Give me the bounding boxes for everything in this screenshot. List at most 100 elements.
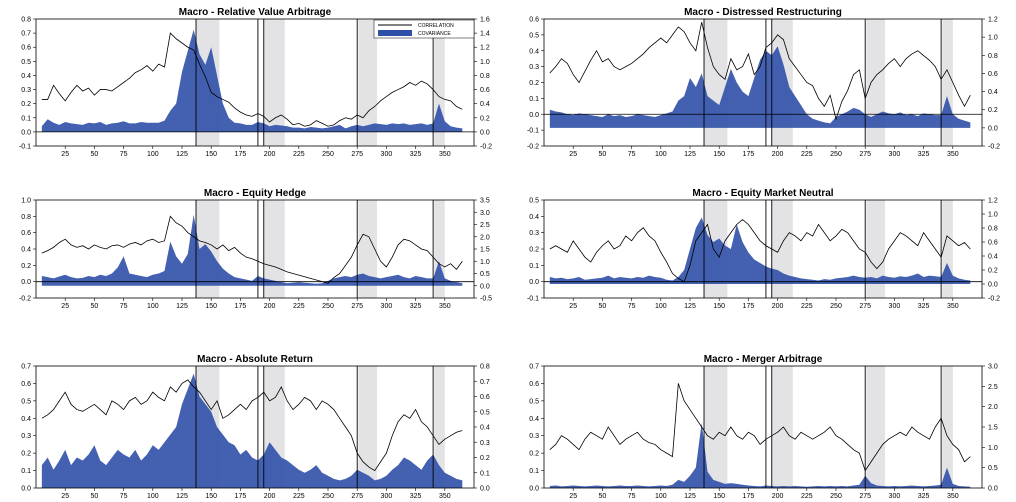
left-tick-label: 0.4 xyxy=(21,247,31,254)
x-tick-label: 150 xyxy=(205,303,217,310)
right-tick-label: 1.0 xyxy=(480,259,490,266)
right-tick-label: 0.4 xyxy=(988,254,998,261)
right-tick-label: -0.2 xyxy=(988,144,1000,151)
right-tick-label: 0.5 xyxy=(480,409,490,416)
right-tick-label: 2.0 xyxy=(480,234,490,241)
x-tick-label: 225 xyxy=(801,303,813,310)
left-tick-label: 0.1 xyxy=(529,96,539,103)
x-tick-label: 150 xyxy=(713,493,725,500)
right-tick-label: 1.2 xyxy=(988,198,998,205)
x-tick-label: 250 xyxy=(830,493,842,500)
x-tick-label: 325 xyxy=(410,303,422,310)
x-tick-label: 50 xyxy=(91,303,99,310)
x-tick-label: 100 xyxy=(655,303,667,310)
left-tick-label: 0.0 xyxy=(529,279,539,286)
x-tick-label: 150 xyxy=(205,151,217,156)
covariance-area xyxy=(549,46,971,128)
x-tick-label: 325 xyxy=(918,151,930,156)
right-tick-label: 1.0 xyxy=(988,445,998,452)
x-tick-label: 175 xyxy=(235,303,247,310)
chart-panel-5: Macro - Absolute Return 0.0 0.1 0.2 0.3 0.4 0.… xyxy=(21,354,490,500)
x-tick-label: 225 xyxy=(801,151,813,156)
shaded-period xyxy=(942,200,953,298)
left-tick-label: 0.0 xyxy=(529,112,539,119)
x-tick-label: 75 xyxy=(628,151,636,156)
right-tick-label: 0.6 xyxy=(988,71,998,78)
x-tick-label: 325 xyxy=(918,303,930,310)
chart-panel-4: Macro - Equity Market Neutral -0.1 0.0 0.1 0… xyxy=(527,188,1000,310)
left-tick-label: 0.6 xyxy=(529,381,539,388)
left-tick-label: 0.6 xyxy=(21,45,31,52)
x-tick-label: 125 xyxy=(176,151,188,156)
shaded-period xyxy=(434,366,445,488)
right-tick-label: 1.2 xyxy=(988,17,998,24)
shaded-period xyxy=(263,200,285,298)
correlation-line xyxy=(41,379,463,472)
x-tick-label: 350 xyxy=(947,493,959,500)
left-tick-label: 0.2 xyxy=(529,451,539,458)
legend-correlation-label: CORRELATION xyxy=(418,23,454,29)
x-tick-label: 250 xyxy=(830,303,842,310)
chart-panel-2: Macro - Distressed Restructuring -0.2 -0.1… xyxy=(527,7,1000,156)
x-tick-label: 50 xyxy=(599,303,607,310)
x-tick-label: 200 xyxy=(772,151,784,156)
x-tick-label: 125 xyxy=(684,151,696,156)
left-tick-label: 0.8 xyxy=(21,214,31,221)
right-tick-label: -0.5 xyxy=(480,296,492,303)
legend-covariance-label: COVARIANCE xyxy=(418,31,451,37)
right-tick-label: 1.5 xyxy=(480,247,490,254)
left-tick-label: -0.2 xyxy=(527,144,539,151)
left-tick-label: 0.2 xyxy=(529,80,539,87)
left-tick-label: 0.5 xyxy=(21,398,31,405)
x-tick-label: 125 xyxy=(684,493,696,500)
left-tick-label: -0.1 xyxy=(527,296,539,303)
shaded-period xyxy=(942,19,953,146)
right-tick-label: 0.0 xyxy=(988,125,998,132)
x-tick-label: 100 xyxy=(655,493,667,500)
left-tick-label: 0.4 xyxy=(529,48,539,55)
x-tick-label: 125 xyxy=(176,493,188,500)
right-tick-label: 1.4 xyxy=(480,31,490,38)
chart-panel-3: Macro - Equity Hedge -0.2 0.0 0.2 0.4 0.6 0.8 1… xyxy=(19,188,492,310)
right-tick-label: 0.4 xyxy=(988,89,998,96)
x-tick-label: 250 xyxy=(322,493,334,500)
right-tick-label: 0.8 xyxy=(988,53,998,60)
chart-title: Macro - Equity Market Neutral xyxy=(692,188,833,199)
right-tick-label: -0.2 xyxy=(480,144,492,151)
x-tick-label: 50 xyxy=(599,151,607,156)
shaded-period xyxy=(434,200,445,298)
right-tick-label: 0.8 xyxy=(988,226,998,233)
right-tick-label: 1.0 xyxy=(988,212,998,219)
shaded-period xyxy=(866,366,886,488)
x-tick-label: 225 xyxy=(293,493,305,500)
chart-title: Macro - Relative Value Arbitrage xyxy=(179,7,332,18)
right-tick-label: 0.8 xyxy=(480,73,490,80)
x-tick-label: 150 xyxy=(713,303,725,310)
chart-title: Macro - Distressed Restructuring xyxy=(684,7,842,18)
x-tick-label: 275 xyxy=(351,303,363,310)
right-tick-label: 0.4 xyxy=(480,425,490,432)
right-tick-label: 0.8 xyxy=(480,364,490,371)
x-tick-label: 100 xyxy=(147,493,159,500)
covariance-area xyxy=(549,422,971,488)
x-tick-label: 300 xyxy=(889,151,901,156)
x-tick-label: 25 xyxy=(61,493,69,500)
right-tick-label: 0.4 xyxy=(480,101,490,108)
x-tick-label: 125 xyxy=(176,303,188,310)
left-tick-label: 0.8 xyxy=(21,17,31,24)
x-tick-label: 75 xyxy=(628,493,636,500)
chart-title: Macro - Equity Hedge xyxy=(204,188,307,199)
right-tick-label: 0.6 xyxy=(480,87,490,94)
x-tick-label: 300 xyxy=(381,151,393,156)
left-tick-label: 0.0 xyxy=(21,486,31,493)
x-tick-label: 350 xyxy=(439,303,451,310)
x-tick-label: 225 xyxy=(801,493,813,500)
correlation-line xyxy=(549,22,971,121)
x-tick-label: 350 xyxy=(947,151,959,156)
right-tick-label: 0.2 xyxy=(480,115,490,122)
right-tick-label: 0.1 xyxy=(480,470,490,477)
x-tick-label: 250 xyxy=(322,303,334,310)
right-tick-label: 0.2 xyxy=(988,107,998,114)
right-tick-label: 2.5 xyxy=(988,384,998,391)
